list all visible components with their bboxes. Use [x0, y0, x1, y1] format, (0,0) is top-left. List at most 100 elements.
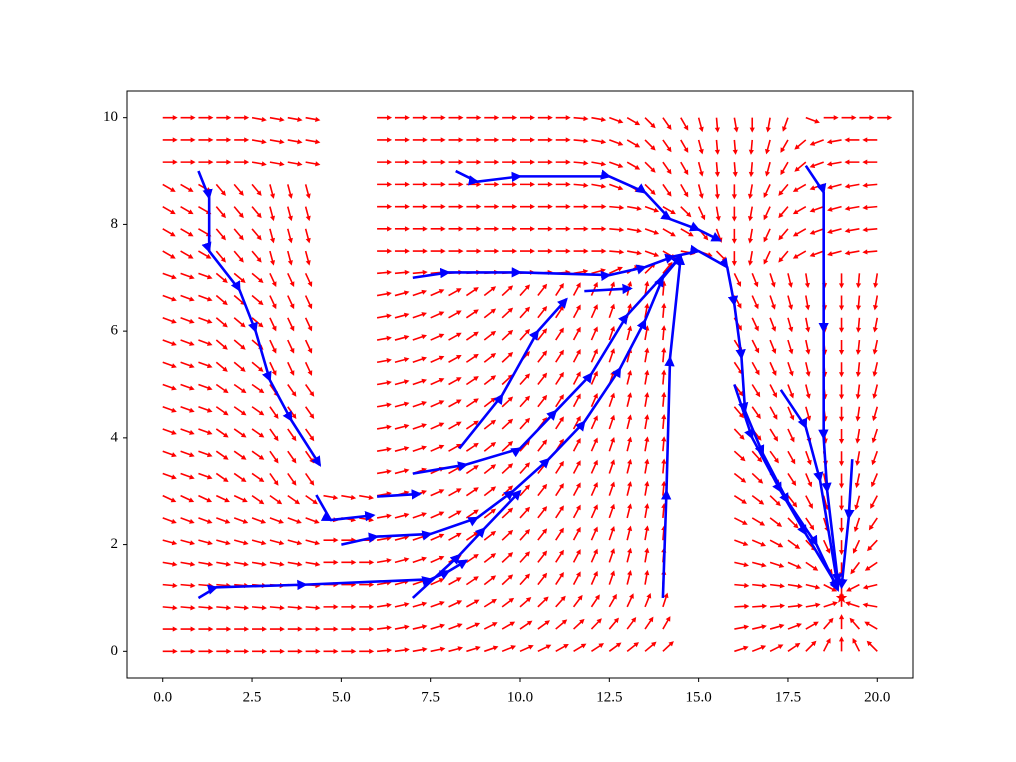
field-arrow: [502, 159, 518, 165]
x-tick-label: 2.5: [243, 689, 262, 705]
field-arrow: [377, 137, 393, 143]
field-arrow: [394, 624, 410, 630]
x-tick-label: 12.5: [596, 689, 622, 705]
field-arrow: [764, 161, 771, 177]
field-arrow: [234, 605, 250, 611]
field-arrow: [162, 159, 178, 165]
field-arrow: [251, 139, 267, 145]
field-arrow: [466, 622, 481, 630]
plot-frame: [126, 90, 914, 679]
field-arrow: [305, 116, 321, 122]
field-arrow: [626, 593, 634, 608]
field-arrow: [854, 473, 861, 489]
field-arrow: [216, 159, 232, 165]
field-arrow: [591, 643, 605, 652]
field-arrow: [251, 472, 265, 483]
field-arrow: [537, 596, 549, 608]
field-arrow: [162, 272, 177, 280]
field-arrow: [769, 623, 785, 630]
field-arrow: [198, 539, 213, 546]
y-tick-label: 0: [111, 643, 119, 659]
field-arrow: [430, 601, 445, 608]
field-arrow: [644, 641, 657, 652]
field-arrow: [644, 139, 656, 151]
field-arrow: [162, 250, 176, 259]
field-arrow: [215, 472, 229, 483]
field-arrow: [377, 248, 393, 254]
field-arrow: [626, 139, 641, 148]
field-arrow: [822, 637, 831, 652]
field-arrow: [731, 206, 737, 222]
field-arrow: [590, 618, 602, 630]
field-arrow: [323, 537, 339, 543]
field-arrow: [180, 450, 195, 458]
field-arrow: [412, 181, 428, 187]
field-arrow: [626, 161, 641, 170]
field-arrow: [198, 626, 214, 632]
trajectory: [315, 494, 376, 522]
field-arrow: [537, 159, 553, 165]
field-arrow: [448, 646, 464, 653]
axes: 0.0 2.5 5.0 7.5 10.0 12.5 15.0 17.5 20.0 0 2 4 6 8 10: [103, 109, 890, 705]
field-arrow: [697, 139, 704, 155]
field-arrow: [870, 473, 879, 488]
field-arrow: [872, 317, 879, 333]
field-arrow: [867, 539, 878, 552]
field-arrow: [823, 617, 834, 630]
field-arrow: [448, 226, 464, 232]
field-arrow: [644, 117, 656, 129]
field-arrow: [501, 645, 517, 653]
field-arrow: [845, 601, 860, 608]
field-arrow: [251, 161, 267, 167]
field-arrow: [162, 228, 176, 237]
field-arrow: [764, 139, 771, 155]
field-arrow: [269, 539, 285, 546]
field-arrow: [555, 159, 571, 165]
field-arrow: [394, 647, 410, 653]
field-arrow: [862, 602, 878, 608]
field-arrow: [448, 115, 464, 121]
field-arrow: [590, 594, 600, 608]
field-arrow: [412, 159, 428, 165]
field-arrow: [412, 601, 428, 608]
field-arrow: [765, 117, 771, 133]
field-arrow: [376, 625, 392, 631]
field-arrow: [412, 248, 428, 254]
x-tick-label: 0.0: [153, 689, 172, 705]
field-arrow: [251, 605, 267, 611]
field-arrow: [162, 428, 177, 435]
y-tick-label: 10: [103, 109, 118, 125]
field-arrow: [234, 626, 250, 632]
field-arrow: [855, 406, 861, 422]
field-arrow: [770, 603, 786, 609]
field-arrow: [751, 645, 767, 653]
field-arrow: [198, 472, 213, 480]
field-arrow: [180, 339, 195, 346]
field-arrow: [198, 648, 214, 654]
field-arrow: [484, 115, 500, 121]
field-arrow: [787, 623, 802, 630]
field-arrow: [573, 160, 589, 166]
field-arrow: [215, 494, 230, 503]
field-arrow: [162, 472, 177, 480]
field-arrow: [198, 517, 213, 524]
field-arrow: [448, 623, 463, 630]
field-arrow: [787, 642, 801, 652]
field-arrow: [180, 250, 194, 259]
field-arrow: [323, 626, 339, 632]
field-arrow: [287, 116, 303, 122]
field-arrow: [844, 159, 860, 165]
field-arrow: [377, 647, 393, 654]
field-arrow: [805, 116, 820, 124]
field-arrow: [198, 494, 213, 503]
field-arrow: [697, 117, 704, 133]
field-arrow: [394, 159, 410, 165]
field-arrow: [537, 137, 553, 143]
x-tick-label: 7.5: [421, 689, 440, 705]
field-arrow: [162, 115, 178, 121]
field-arrow: [763, 228, 771, 243]
field-arrow: [872, 384, 879, 400]
field-arrow: [823, 601, 838, 608]
field-arrow: [394, 602, 410, 608]
field-arrow: [852, 539, 861, 554]
